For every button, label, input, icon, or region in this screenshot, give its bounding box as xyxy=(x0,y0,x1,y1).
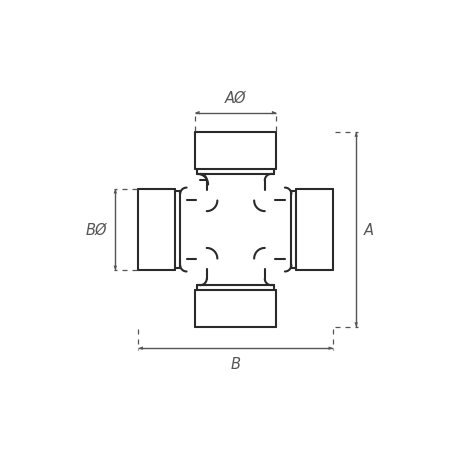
Text: AØ: AØ xyxy=(224,91,246,106)
Polygon shape xyxy=(271,112,276,115)
Polygon shape xyxy=(138,347,143,350)
Polygon shape xyxy=(353,133,357,137)
Polygon shape xyxy=(195,112,199,115)
Polygon shape xyxy=(353,323,357,327)
Polygon shape xyxy=(113,266,117,271)
Text: A: A xyxy=(363,223,373,237)
Polygon shape xyxy=(328,347,332,350)
Text: B: B xyxy=(230,356,240,371)
Polygon shape xyxy=(113,190,117,194)
Text: BØ: BØ xyxy=(86,223,107,237)
